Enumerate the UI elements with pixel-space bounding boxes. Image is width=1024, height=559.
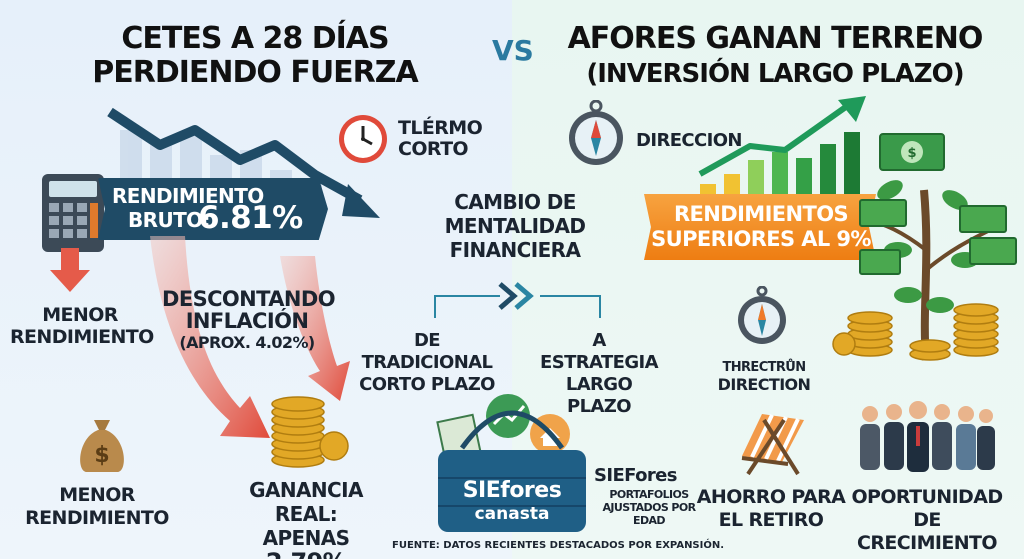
bruto-value: 6.81%: [198, 200, 303, 236]
term-label-line2: CORTO: [398, 138, 469, 160]
cambio-line3: FINANCIERA: [449, 238, 581, 262]
down-arrow-icon: [50, 248, 90, 292]
svg-text:$: $: [907, 146, 916, 161]
inflation-arrow: [150, 236, 350, 438]
rendimientos-banner: [644, 194, 876, 260]
descontando-label: DESCONTANDO INFLACIÓN (APROX. 4.02%): [162, 287, 336, 354]
basket-label-1: SIEfores: [462, 478, 562, 503]
right-title-line1: AFORES GANAN TERRENO: [567, 21, 984, 56]
coins-icon: [271, 396, 349, 468]
people-group-icon: [860, 401, 995, 472]
calculator-icon: [42, 174, 104, 252]
siefores-line2: AJUSTADOS POR: [602, 501, 697, 514]
banner-line2: SUPERIORES AL 9%: [651, 227, 871, 251]
menor1-line2: RENDIMIENTO: [10, 326, 154, 348]
oportunidad-label: OPORTUNIDAD DE CRECIMIENTO: [842, 486, 1012, 555]
rendimiento-bruto-banner: [98, 178, 328, 240]
compass-small-icon: [738, 286, 786, 344]
right-title: AFORES GANAN TERRENO: [560, 22, 990, 56]
ganancia-value: 2.79%: [266, 548, 347, 559]
transition-connector: [434, 282, 601, 318]
siefores-desc: PORTAFOLIOS AJUSTADOS POR EDAD: [594, 488, 704, 527]
money-bag-icon: $: [80, 420, 124, 472]
term-label-line1: TLÉRMO: [398, 117, 483, 139]
rendimientos-text: RENDIMIENTOS SUPERIORES AL 9%: [648, 202, 874, 252]
right-subtitle: (INVERSIÓN LARGO PLAZO): [586, 59, 964, 89]
oportunidad-line2: DE CRECIMIENTO: [857, 509, 998, 554]
menor1-line1: MENOR: [42, 304, 118, 326]
rendimiento-label: RENDIMIENTO: [112, 184, 264, 208]
compass-icon: [569, 100, 623, 165]
cambio-mentalidad: CAMBIO DE MENTALIDAD FINANCIERA: [440, 190, 590, 262]
bruto-label: BRUTO:: [128, 208, 211, 232]
beach-chair-icon: [741, 414, 804, 476]
a-line2: LARGO PLAZO: [565, 374, 633, 417]
ganancia-prefix: APENAS: [262, 526, 350, 550]
a-line1: A ESTRATEGIA: [540, 330, 659, 373]
menor2-line2: RENDIMIENTO: [25, 507, 169, 529]
descontando-line3: (APROX. 4.02%): [179, 333, 315, 352]
basket-icon: [436, 394, 586, 532]
banner-line1: RENDIMIENTOS: [673, 202, 849, 226]
thrector-label: THRECTRŮN DIRECTION: [704, 360, 824, 395]
siefores-line1: PORTAFOLIOS: [609, 488, 689, 501]
left-title-line2: PERDIENDO FUERZA: [92, 55, 419, 90]
clock-icon: [339, 115, 387, 163]
money-tree-icon: $: [832, 133, 1017, 361]
ahorro-label: AHORRO PARA EL RETIRO: [696, 486, 846, 532]
de-tradicional: DE TRADICIONAL CORTO PLAZO: [352, 330, 502, 396]
vs-label: VS: [492, 34, 534, 67]
basket-label-2: canasta: [474, 504, 550, 524]
descontando-line1: DESCONTANDO: [162, 287, 336, 311]
cambio-line2: MENTALIDAD: [444, 214, 586, 238]
menor-rendimiento-2: MENOR RENDIMIENTO: [22, 484, 172, 530]
ganancia-real: GANANCIA REAL: APENAS 2.79%: [226, 478, 386, 559]
ahorro-line1: AHORRO PARA: [696, 486, 846, 508]
menor2-line1: MENOR: [59, 484, 135, 506]
ganancia-line1: GANANCIA REAL:: [249, 478, 363, 526]
siefores-title: SIEFores: [594, 465, 677, 486]
siefores-line3: EDAD: [633, 514, 665, 527]
left-title-line1: CETES A 28 DÍAS: [121, 21, 389, 56]
ahorro-line2: EL RETIRO: [718, 509, 824, 531]
descontando-line2: INFLACIÓN: [185, 309, 309, 333]
direccion-label: DIRECCION: [636, 130, 742, 151]
thrector-line2: DIRECTION: [717, 375, 811, 394]
term-label: TLÉRMO CORTO: [398, 117, 483, 160]
thrector-line1: THRECTRŮN: [722, 360, 806, 375]
svg-text:$: $: [94, 443, 109, 468]
de-line2: CORTO PLAZO: [359, 374, 495, 395]
oportunidad-line1: OPORTUNIDAD: [851, 486, 1003, 508]
a-estrategia: A ESTRATEGIA LARGO PLAZO: [534, 330, 664, 418]
menor-rendimiento-1: MENOR RENDIMIENTO: [10, 304, 154, 348]
de-line1: DE TRADICIONAL: [361, 330, 493, 373]
source-note: FUENTE: DATOS RECIENTES DESTACADOS POR E…: [392, 540, 725, 551]
left-title: CETES A 28 DÍAS PERDIENDO FUERZA: [90, 22, 420, 90]
cambio-line1: CAMBIO DE: [454, 190, 576, 214]
